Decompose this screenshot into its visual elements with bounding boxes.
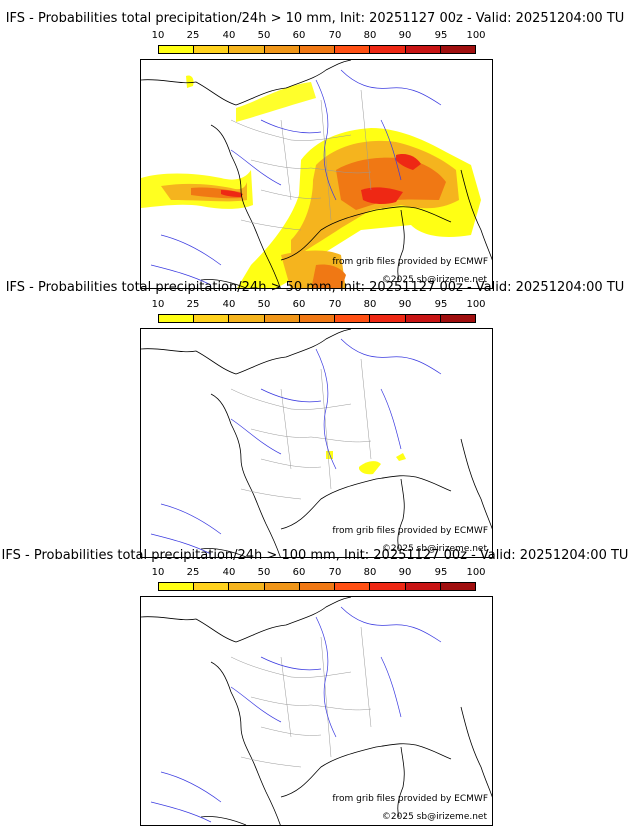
colorbar-swatch — [440, 46, 475, 53]
colorbar-swatch — [159, 315, 195, 322]
colorbar-tick: 90 — [398, 30, 412, 41]
colorbar-swatch — [159, 583, 195, 590]
colorbar-swatch — [405, 46, 441, 53]
colorbar-swatch — [335, 46, 371, 53]
borders — [230, 626, 372, 768]
colorbar-ticks: 10 25 40 50 60 70 80 90 95 100 — [152, 299, 486, 311]
colorbar-tick: 100 — [466, 30, 486, 41]
panel-100mm: IFS - Probabilities total precipitation/… — [0, 548, 630, 826]
colorbar-swatch — [335, 315, 371, 322]
panel-title: IFS - Probabilities total precipitation/… — [5, 280, 625, 295]
copyright-credit: ©2025 sb@irizeme.net — [381, 544, 487, 554]
coastlines — [141, 329, 492, 557]
colorbar-swatch — [194, 46, 230, 53]
copyright-credit: ©2025 sb@irizeme.net — [381, 275, 487, 285]
colorbar-tick: 25 — [186, 299, 200, 310]
colorbar-tick: 70 — [328, 30, 342, 41]
map-svg — [141, 60, 492, 288]
colorbar — [158, 314, 476, 323]
colorbar-tick: 100 — [466, 299, 486, 310]
colorbar-tick: 70 — [328, 299, 342, 310]
precipitation-map: from grib files provided by ECMWF ©2025 … — [140, 328, 493, 558]
colorbar — [158, 582, 476, 591]
colorbar-tick: 50 — [257, 567, 271, 578]
colorbar-tick: 60 — [292, 567, 306, 578]
colorbar-tick: 80 — [363, 567, 377, 578]
colorbar-tick: 10 — [151, 567, 165, 578]
colorbar-tick: 80 — [363, 30, 377, 41]
precipitation-map: from grib files provided by ECMWF ©2025 … — [140, 596, 493, 826]
colorbar-tick: 95 — [434, 30, 448, 41]
borders — [230, 358, 372, 500]
colorbar-tick: 25 — [186, 30, 200, 41]
panel-10mm: IFS - Probabilities total precipitation/… — [0, 11, 630, 289]
colorbar — [158, 45, 476, 54]
colorbar-tick: 70 — [328, 567, 342, 578]
colorbar-ticks: 10 25 40 50 60 70 80 90 95 100 — [152, 567, 486, 579]
colorbar-ticks: 10 25 40 50 60 70 80 90 95 100 — [152, 30, 486, 42]
colorbar-tick: 10 — [151, 299, 165, 310]
colorbar-tick: 50 — [257, 30, 271, 41]
panel-title: IFS - Probabilities total precipitation/… — [5, 11, 625, 26]
colorbar-swatch — [264, 583, 300, 590]
colorbar-tick: 40 — [222, 30, 236, 41]
colorbar-swatch — [264, 315, 300, 322]
colorbar-swatch — [440, 583, 475, 590]
map-svg — [141, 329, 492, 557]
colorbar-swatch — [370, 46, 406, 53]
coastlines — [141, 597, 492, 825]
colorbar-tick: 90 — [398, 299, 412, 310]
colorbar-swatch — [229, 583, 265, 590]
colorbar-swatch — [299, 46, 336, 53]
colorbar-swatch — [405, 583, 441, 590]
colorbar-tick: 40 — [222, 567, 236, 578]
precip-field — [326, 451, 406, 475]
copyright-credit: ©2025 sb@irizeme.net — [381, 812, 487, 822]
colorbar-tick: 10 — [151, 30, 165, 41]
colorbar-swatch — [370, 583, 406, 590]
colorbar-swatch — [299, 315, 336, 322]
rivers — [150, 338, 442, 555]
colorbar-tick: 60 — [292, 30, 306, 41]
colorbar-swatch — [299, 583, 336, 590]
colorbar-swatch — [159, 46, 195, 53]
source-credit: from grib files provided by ECMWF — [332, 526, 488, 536]
source-credit: from grib files provided by ECMWF — [332, 257, 488, 267]
colorbar-swatch — [440, 315, 475, 322]
colorbar-tick: 100 — [466, 567, 486, 578]
colorbar-tick: 50 — [257, 299, 271, 310]
colorbar-tick: 90 — [398, 567, 412, 578]
source-credit: from grib files provided by ECMWF — [332, 794, 488, 804]
panel-50mm: IFS - Probabilities total precipitation/… — [0, 280, 630, 558]
panel-title: IFS - Probabilities total precipitation/… — [1, 548, 629, 563]
colorbar-swatch — [194, 583, 230, 590]
rivers — [150, 606, 442, 823]
colorbar-swatch — [229, 315, 265, 322]
colorbar-tick: 80 — [363, 299, 377, 310]
colorbar-swatch — [194, 315, 230, 322]
colorbar-tick: 25 — [186, 567, 200, 578]
coastlines — [141, 60, 492, 288]
precipitation-map: from grib files provided by ECMWF ©2025 … — [140, 59, 493, 289]
colorbar-tick: 95 — [434, 567, 448, 578]
colorbar-swatch — [370, 315, 406, 322]
map-svg — [141, 597, 492, 825]
colorbar-tick: 60 — [292, 299, 306, 310]
rivers — [150, 69, 442, 286]
colorbar-tick: 95 — [434, 299, 448, 310]
colorbar-swatch — [405, 315, 441, 322]
colorbar-swatch — [229, 46, 265, 53]
colorbar-swatch — [264, 46, 300, 53]
borders — [230, 89, 372, 231]
colorbar-swatch — [335, 583, 371, 590]
colorbar-tick: 40 — [222, 299, 236, 310]
